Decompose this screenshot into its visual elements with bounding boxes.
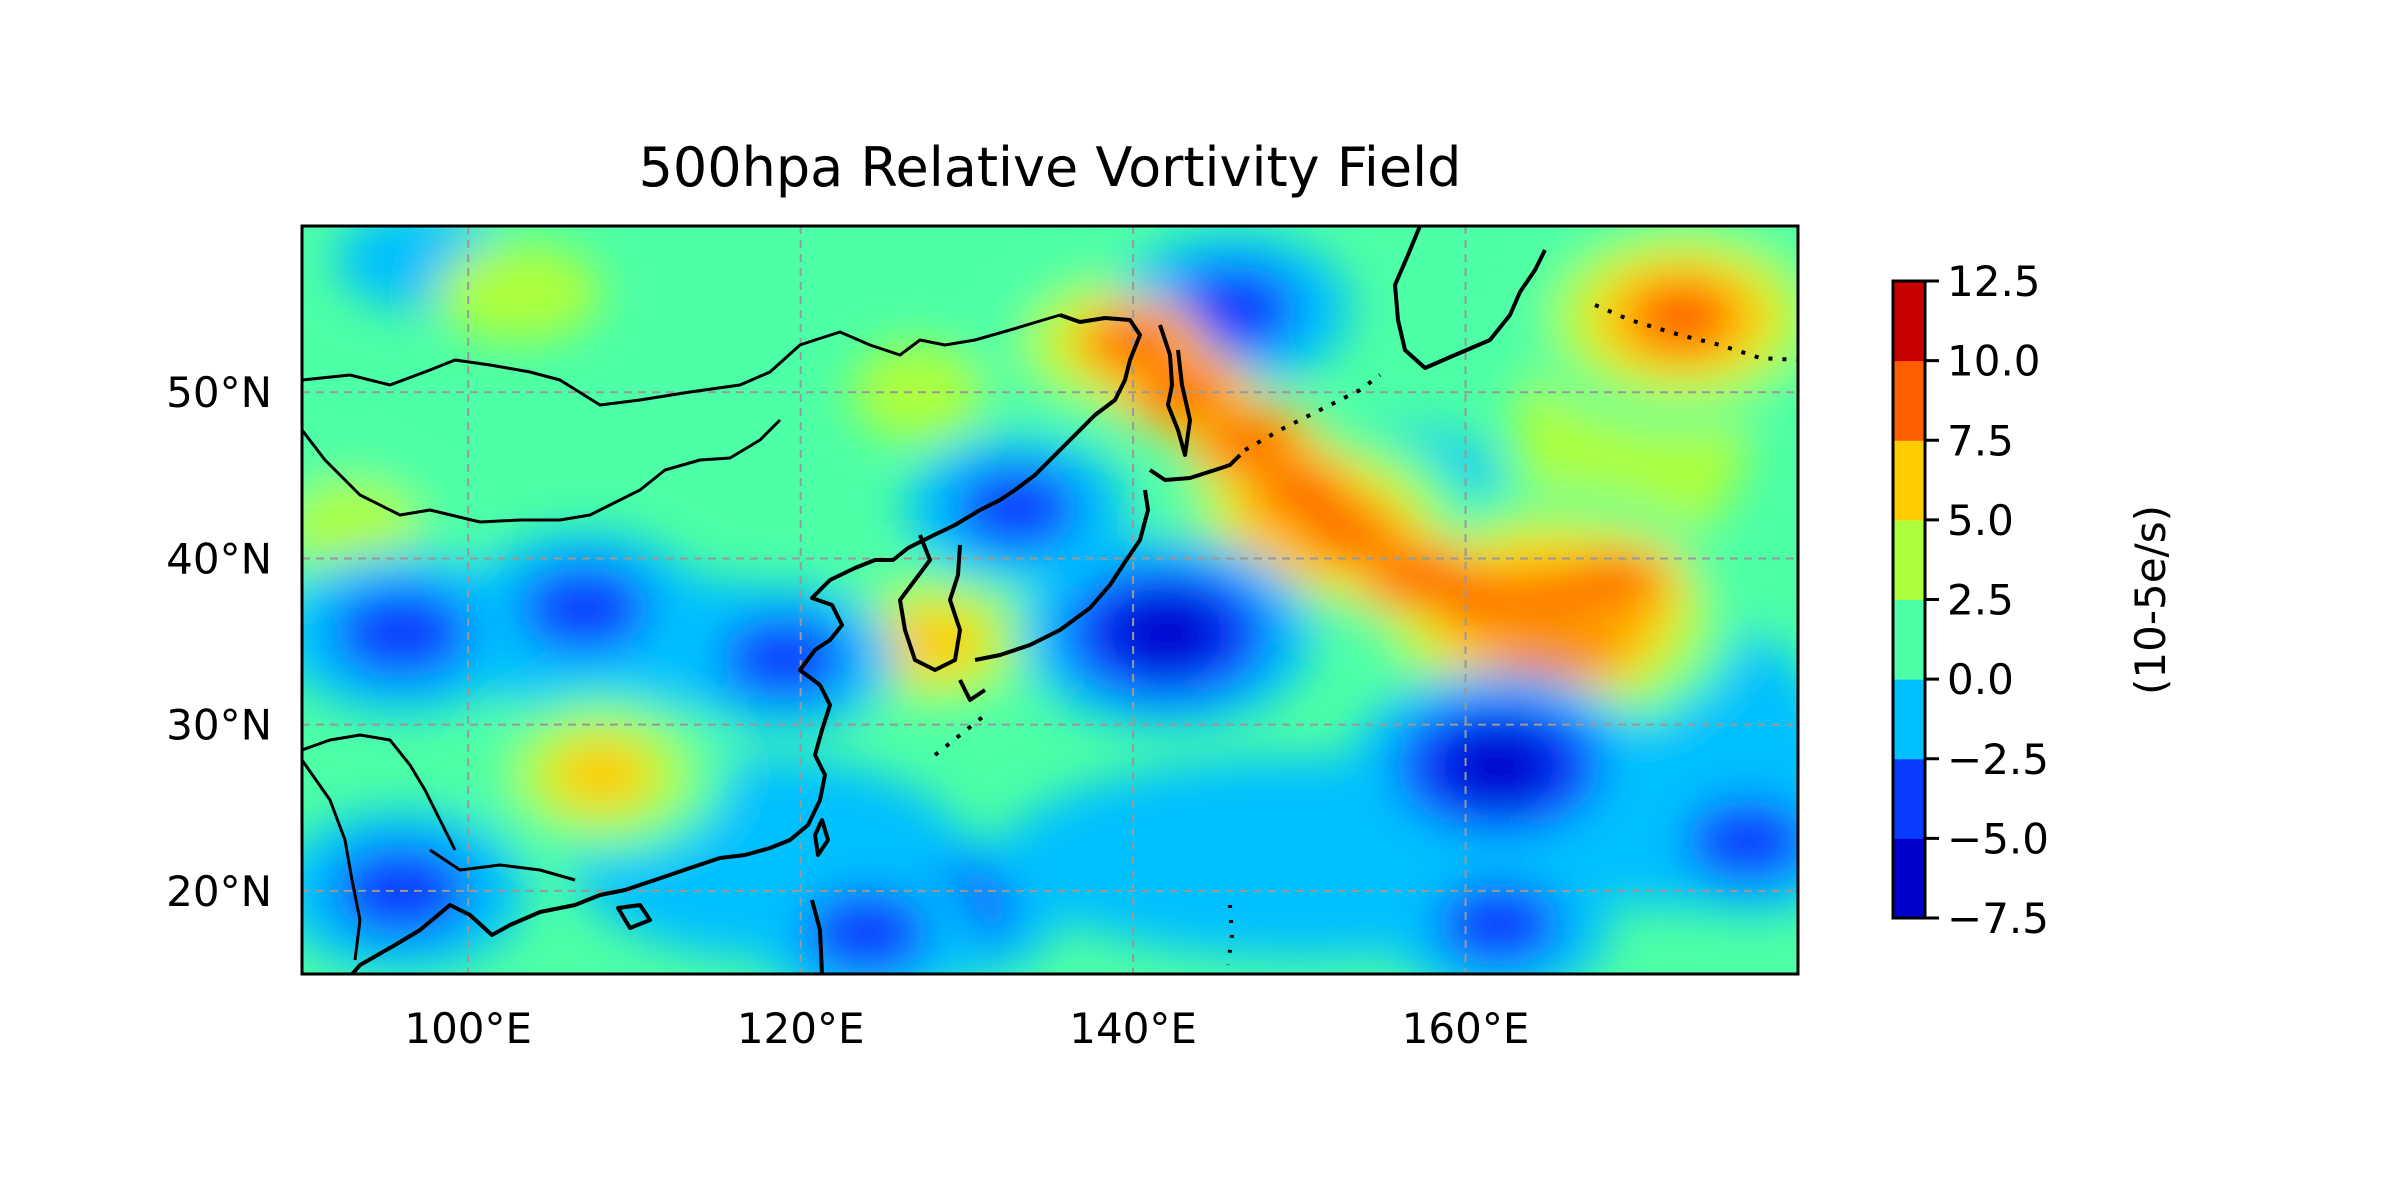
vorticity-center bbox=[904, 435, 1129, 582]
jet-band-inner bbox=[1253, 465, 1346, 518]
x-tick-label: 140°E bbox=[1069, 1004, 1197, 1053]
colorbar-segment bbox=[1893, 679, 1925, 760]
colorbar-tick-label: −5.0 bbox=[1947, 814, 2049, 863]
jet-band-inner bbox=[1203, 416, 1296, 469]
islands bbox=[616, 303, 1798, 974]
colorbar-tick-label: 10.0 bbox=[1947, 337, 2041, 386]
colorbar-tick-label: 5.0 bbox=[1947, 496, 2014, 545]
y-tick-label: 50°N bbox=[166, 368, 272, 417]
colorbar-segment bbox=[1893, 360, 1925, 441]
colorbar-tick-label: −2.5 bbox=[1947, 735, 2049, 784]
contour-level bbox=[1441, 727, 1557, 805]
jet-band-inner bbox=[1369, 549, 1462, 602]
vorticity-center bbox=[1018, 537, 1315, 730]
colorbar-tick-label: 7.5 bbox=[1947, 416, 2014, 465]
map-frame bbox=[300, 224, 1800, 976]
vorticity-center bbox=[471, 690, 732, 859]
vorticity-center bbox=[672, 585, 896, 732]
colorbar: 12.5 10.0 7.5 5.0 2.5 0.0 −2.5 −5.0 −7.5 (10-5e/… bbox=[1891, 257, 2175, 943]
x-axis: 100°E 120°E 140°E 160°E bbox=[404, 1004, 1529, 1053]
coastlines bbox=[302, 226, 1547, 974]
jet-band-inner bbox=[1569, 557, 1662, 610]
gridlines bbox=[302, 226, 1798, 974]
field-region bbox=[434, 242, 602, 343]
contour-level bbox=[882, 606, 986, 677]
contour-level bbox=[519, 564, 650, 652]
contour-level bbox=[333, 587, 470, 679]
colorbar-tick-label: 12.5 bbox=[1947, 257, 2041, 306]
colorbar-segment bbox=[1893, 758, 1925, 839]
x-tick-label: 120°E bbox=[737, 1004, 865, 1053]
y-axis: 50°N 40°N 30°N 20°N bbox=[166, 368, 272, 916]
contour-level bbox=[722, 616, 846, 700]
jet-band-inner bbox=[1436, 574, 1529, 626]
colorbar-tick-label: 0.0 bbox=[1947, 655, 2014, 704]
field-region bbox=[850, 342, 984, 443]
y-tick-label: 20°N bbox=[166, 867, 272, 916]
colorbar-segments bbox=[1893, 281, 1925, 919]
vorticity-center bbox=[1509, 226, 1798, 429]
vorticity-center bbox=[755, 859, 980, 974]
contour-level bbox=[1436, 882, 1561, 966]
contour-level bbox=[1108, 594, 1224, 672]
colorbar-segment bbox=[1893, 440, 1925, 521]
contour-level bbox=[1629, 282, 1734, 353]
colorbar-segment bbox=[1893, 599, 1925, 680]
contour-level bbox=[302, 479, 420, 571]
x-tick-label: 160°E bbox=[1402, 1004, 1530, 1053]
colorbar-segment bbox=[1893, 281, 1925, 362]
colorbar-segment bbox=[1893, 519, 1925, 600]
x-tick-label: 100°E bbox=[404, 1004, 532, 1053]
colorbar-ticks: 12.5 10.0 7.5 5.0 2.5 0.0 −2.5 −5.0 −7.5 bbox=[1925, 257, 2049, 943]
vorticity-center bbox=[1350, 670, 1648, 863]
map-area bbox=[300, 224, 1800, 976]
vorticity-center bbox=[466, 531, 703, 686]
vorticity-field bbox=[302, 226, 1798, 974]
jet-band-inner bbox=[1303, 507, 1396, 560]
colorbar-label: (10-5e/s) bbox=[2126, 505, 2175, 695]
contour-level bbox=[954, 467, 1079, 551]
y-tick-label: 40°N bbox=[166, 534, 272, 583]
colorbar-tick-label: 2.5 bbox=[1947, 576, 2014, 625]
y-tick-label: 30°N bbox=[166, 701, 272, 750]
vorticity-center bbox=[1636, 768, 1798, 914]
contour-level bbox=[1686, 799, 1798, 883]
contour-level bbox=[549, 739, 653, 810]
colorbar-tick-label: −7.5 bbox=[1947, 894, 2049, 943]
chart-title: 500hpa Relative Vortivity Field bbox=[639, 136, 1462, 199]
contour-level bbox=[805, 890, 930, 974]
colorbar-segment bbox=[1893, 838, 1925, 919]
vorticity-center bbox=[1386, 851, 1611, 974]
